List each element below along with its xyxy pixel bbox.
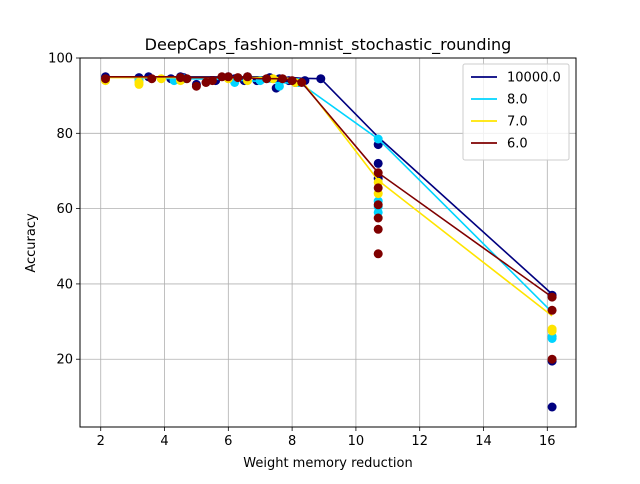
series-1-point	[316, 74, 326, 84]
series-4-point	[373, 224, 383, 234]
series-3-point	[134, 79, 144, 89]
series-4-line	[105, 76, 553, 298]
series-4-point	[233, 73, 243, 83]
series-4-point	[373, 168, 383, 178]
series-4-point	[373, 183, 383, 193]
series-4	[101, 72, 557, 364]
legend-label-4: 6.0	[507, 137, 528, 152]
series-4-point	[101, 74, 110, 84]
y-tick-label: 40	[56, 277, 73, 292]
x-tick-label: 14	[475, 434, 492, 449]
x-tick-label: 16	[539, 434, 556, 449]
x-tick-label: 8	[288, 434, 296, 449]
series-4-point	[547, 305, 557, 315]
legend: 10000.0 8.0 7.0 6.0	[462, 63, 570, 161]
series-layer	[101, 72, 557, 412]
series-4-point	[147, 74, 157, 84]
series-4-point	[207, 76, 217, 86]
series-4-point	[287, 76, 297, 86]
series-3-point	[156, 74, 166, 84]
x-tick-label: 2	[97, 434, 105, 449]
series-2-point	[373, 134, 383, 144]
series-4-point	[547, 354, 557, 364]
series-4-point	[217, 72, 227, 82]
series-3-point	[547, 326, 557, 336]
series-4-point	[243, 72, 252, 82]
legend-label-1: 10000.0	[507, 71, 561, 86]
x-axis-label: Weight memory reduction	[243, 456, 412, 471]
y-tick-label: 80	[56, 127, 73, 142]
y-axis-label: Accuracy	[24, 213, 39, 273]
legend-box	[462, 63, 570, 161]
x-tick-label: 10	[348, 434, 365, 449]
series-4-point	[262, 74, 272, 84]
series-2-point	[274, 81, 284, 91]
series-4-point	[191, 81, 201, 91]
x-tick-label: 12	[411, 434, 428, 449]
series-1-point	[373, 158, 383, 168]
series-4-point	[297, 78, 307, 87]
series-2-line	[105, 76, 553, 313]
series-2-point	[547, 334, 557, 343]
series-4-point	[547, 292, 557, 302]
series-1-point	[547, 402, 557, 412]
legend-label-3: 7.0	[507, 115, 528, 130]
ticks: 2 4 6 8 10 12 14 16 20 40 60 80 100	[48, 52, 555, 450]
x-tick-label: 6	[224, 434, 232, 449]
series-4-point	[373, 200, 383, 210]
y-tick-label: 60	[56, 202, 73, 217]
series-4-point	[373, 213, 383, 223]
series-4-point	[278, 74, 287, 84]
plot-frame	[79, 57, 577, 428]
series-4-point	[182, 74, 192, 84]
series-4-point	[373, 249, 383, 259]
x-tick-label: 4	[160, 434, 168, 449]
y-tick-label: 20	[56, 353, 73, 368]
chart-title: DeepCaps_fashion-mnist_stochastic_roundi…	[145, 35, 512, 55]
series-4-point	[223, 72, 233, 82]
y-tick-label: 100	[48, 52, 73, 67]
legend-label-2: 8.0	[507, 93, 528, 108]
